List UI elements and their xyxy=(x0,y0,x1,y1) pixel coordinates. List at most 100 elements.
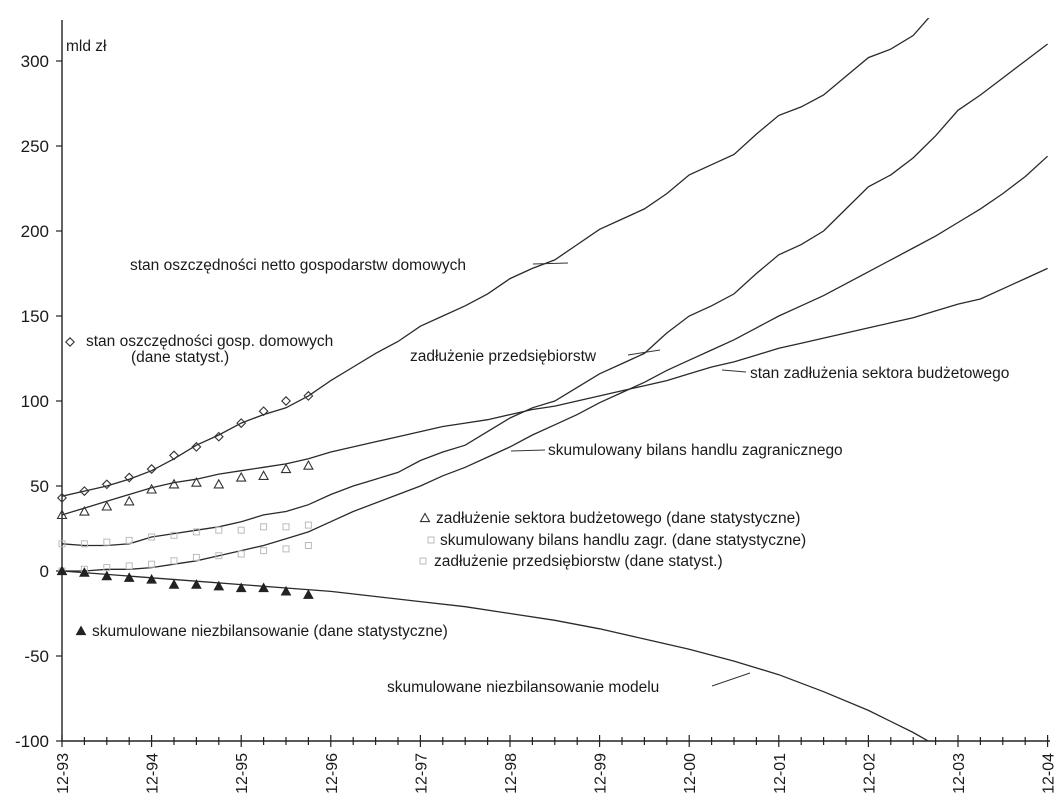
data-point-square xyxy=(304,542,312,549)
x-tick-label: 12-95 xyxy=(234,753,251,794)
data-point-diamond xyxy=(236,418,247,429)
series-line-3 xyxy=(62,155,1049,572)
data-point-diamond xyxy=(101,479,112,490)
data-point-square xyxy=(419,557,427,565)
annotation-legend-enterprise-stat: zadłużenie przedsiębiorstw (dane statyst… xyxy=(434,553,723,570)
y-tick-label: 250 xyxy=(21,137,49,156)
data-point-triangle xyxy=(258,470,270,480)
x-tick-label: 12-03 xyxy=(951,753,968,794)
annotation-legend-trade-stat: skumulowany bilans handlu zagr. (dane st… xyxy=(440,532,806,549)
x-tick-label: 12-02 xyxy=(861,753,878,794)
data-point-square xyxy=(215,552,223,560)
data-point-square xyxy=(103,538,111,546)
data-point-diamond xyxy=(124,472,135,483)
data-point-diamond xyxy=(57,492,67,503)
data-point-square xyxy=(192,528,200,536)
data-point-filled-triangle xyxy=(123,572,135,582)
data-point-diamond xyxy=(79,486,90,497)
x-tick-label: 12-94 xyxy=(145,753,162,794)
x-tick-label: 12-00 xyxy=(682,753,699,794)
leader-enterprise-debt xyxy=(627,349,661,356)
x-tick-label: 12-99 xyxy=(593,753,610,794)
data-point-square xyxy=(260,547,268,555)
data-point-square xyxy=(170,531,178,539)
series-markers xyxy=(56,390,314,599)
data-point-filled-triangle xyxy=(56,565,68,576)
data-point-triangle xyxy=(78,505,90,516)
data-point-triangle xyxy=(101,500,113,511)
data-point-filled-triangle xyxy=(258,582,269,593)
annotation-savings-stat-1: stan oszczędności gosp. domowych xyxy=(86,333,333,350)
annotation-enterprise-debt: zadłużenie przedsiębiorstw xyxy=(410,348,597,365)
x-tick-label: 12-96 xyxy=(324,753,341,794)
x-tick-label: 12-97 xyxy=(413,753,430,794)
y-tick-label: 300 xyxy=(21,52,49,71)
data-point-diamond xyxy=(65,337,75,347)
data-point-triangle xyxy=(146,483,158,494)
data-point-diamond xyxy=(169,450,179,461)
data-point-filled-triangle xyxy=(146,573,157,584)
series-line-1 xyxy=(62,43,1048,547)
data-point-filled-triangle xyxy=(213,580,225,591)
series-lines xyxy=(62,18,1049,741)
leader-savings-model xyxy=(532,262,569,265)
series-markers-5 xyxy=(57,390,314,503)
data-point-diamond xyxy=(281,396,291,406)
data-point-triangle xyxy=(56,509,68,520)
data-point-triangle xyxy=(190,476,202,487)
data-point-square xyxy=(215,526,223,534)
data-point-triangle xyxy=(302,459,314,470)
data-point-filled-triangle xyxy=(235,582,247,593)
series-line-0 xyxy=(62,18,930,497)
series-line-2 xyxy=(62,267,1048,516)
data-point-diamond xyxy=(303,390,314,401)
data-point-square xyxy=(304,521,312,529)
leader-trade-balance xyxy=(510,449,546,452)
series-markers-8 xyxy=(58,521,312,548)
data-point-diamond xyxy=(191,441,202,452)
y-axis-unit-label: mld zł xyxy=(66,38,107,55)
y-tick-label: 100 xyxy=(21,392,49,411)
axes xyxy=(61,20,1050,742)
y-tick-label: -50 xyxy=(24,647,49,666)
annotation-imbalance-stat: skumulowane niezbilansowanie (dane staty… xyxy=(92,623,448,640)
x-tick-label: 12-04 xyxy=(1041,753,1055,794)
data-point-square xyxy=(170,557,178,565)
data-point-filled-triangle xyxy=(79,567,90,577)
y-axis-ticks: -100 -50 0 50 100 150 200 250 300 xyxy=(15,52,62,751)
data-point-square xyxy=(260,523,268,531)
data-point-triangle xyxy=(168,478,180,489)
data-point-square xyxy=(148,533,156,541)
annotation-imbalance-model: skumulowane niezbilansowanie modelu xyxy=(387,679,659,696)
data-point-square xyxy=(237,526,245,534)
y-tick-label: 0 xyxy=(40,562,49,581)
data-point-filled-triangle xyxy=(280,585,292,596)
legend-markers xyxy=(65,337,435,636)
data-point-diamond xyxy=(146,464,157,474)
data-point-triangle xyxy=(419,512,431,523)
series-markers-7 xyxy=(58,542,312,575)
data-point-square xyxy=(237,550,245,558)
x-tick-label: 12-98 xyxy=(503,753,520,794)
data-point-square xyxy=(192,553,200,561)
data-point-square xyxy=(148,560,156,568)
series-line-4 xyxy=(62,570,930,741)
y-tick-label: 200 xyxy=(21,222,49,241)
y-tick-label: 150 xyxy=(21,307,49,326)
annotations: stan oszczędności netto gospodarstw domo… xyxy=(86,257,1009,696)
x-tick-label: 12-93 xyxy=(55,753,72,794)
data-point-triangle xyxy=(123,495,135,506)
data-point-square xyxy=(125,536,133,544)
annotation-savings-stat-2: (dane statyst.) xyxy=(131,349,229,366)
data-point-filled-triangle xyxy=(101,570,113,581)
annotation-trade-balance: skumulowany bilans handlu zagranicznego xyxy=(548,442,843,459)
data-point-triangle xyxy=(235,471,247,482)
y-tick-label: 50 xyxy=(30,477,49,496)
leader-budget-debt xyxy=(721,369,747,373)
data-point-square xyxy=(80,540,88,548)
data-point-triangle xyxy=(213,478,225,489)
data-point-square xyxy=(58,540,66,548)
annotation-legend-budget-stat: zadłużenie sektora budżetowego (dane sta… xyxy=(436,510,800,527)
data-point-diamond xyxy=(213,431,224,442)
